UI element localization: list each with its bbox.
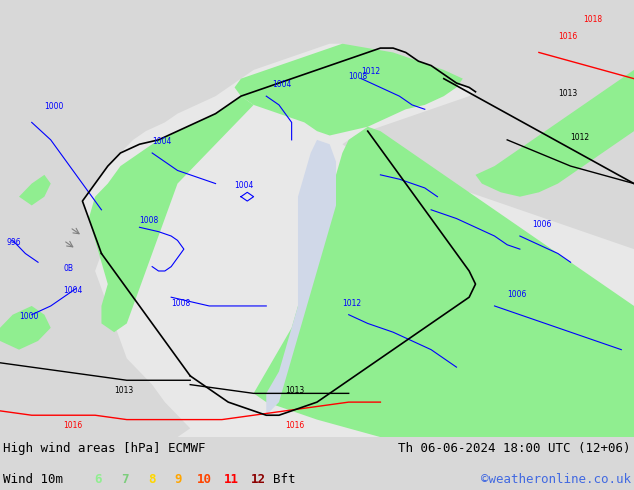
Text: 996: 996	[6, 238, 21, 247]
Text: 1013: 1013	[114, 387, 133, 395]
Text: ©weatheronline.co.uk: ©weatheronline.co.uk	[481, 473, 631, 486]
Text: 1012: 1012	[361, 67, 380, 76]
Text: 1016: 1016	[63, 421, 82, 430]
Text: 1016: 1016	[558, 32, 577, 41]
Text: 1013: 1013	[558, 89, 577, 98]
Polygon shape	[235, 44, 463, 136]
Polygon shape	[476, 70, 634, 196]
Text: 1004: 1004	[63, 286, 83, 295]
Text: 8: 8	[148, 473, 155, 486]
Text: 1008: 1008	[139, 216, 158, 225]
Text: 1004: 1004	[273, 80, 292, 89]
Text: 7: 7	[121, 473, 129, 486]
Text: 0B: 0B	[63, 264, 74, 273]
Text: 9: 9	[174, 473, 182, 486]
Text: 10: 10	[197, 473, 212, 486]
Text: High wind areas [hPa] ECMWF: High wind areas [hPa] ECMWF	[3, 442, 205, 455]
Polygon shape	[82, 44, 634, 437]
Text: 1004: 1004	[235, 181, 254, 190]
Polygon shape	[89, 96, 254, 332]
Text: Th 06-06-2024 18:00 UTC (12+06): Th 06-06-2024 18:00 UTC (12+06)	[398, 442, 631, 455]
Text: 6: 6	[94, 473, 102, 486]
Text: 1018: 1018	[583, 15, 602, 24]
Text: Wind 10m: Wind 10m	[3, 473, 63, 486]
Text: 1013: 1013	[285, 387, 304, 395]
Polygon shape	[0, 306, 51, 350]
Text: 1004: 1004	[152, 137, 172, 146]
Polygon shape	[254, 127, 634, 437]
Text: 1006: 1006	[507, 290, 527, 299]
Text: 1012: 1012	[342, 299, 361, 308]
Text: 1006: 1006	[533, 220, 552, 229]
Polygon shape	[19, 175, 51, 205]
Text: 1012: 1012	[571, 133, 590, 142]
Polygon shape	[266, 140, 336, 415]
Text: Bft: Bft	[273, 473, 296, 486]
Text: 1008: 1008	[171, 299, 190, 308]
Text: 1016: 1016	[285, 421, 304, 430]
Text: 11: 11	[224, 473, 239, 486]
Text: 1000: 1000	[44, 102, 64, 111]
Text: 1000: 1000	[19, 312, 39, 321]
Text: 1008: 1008	[349, 72, 368, 81]
Text: 12: 12	[250, 473, 266, 486]
